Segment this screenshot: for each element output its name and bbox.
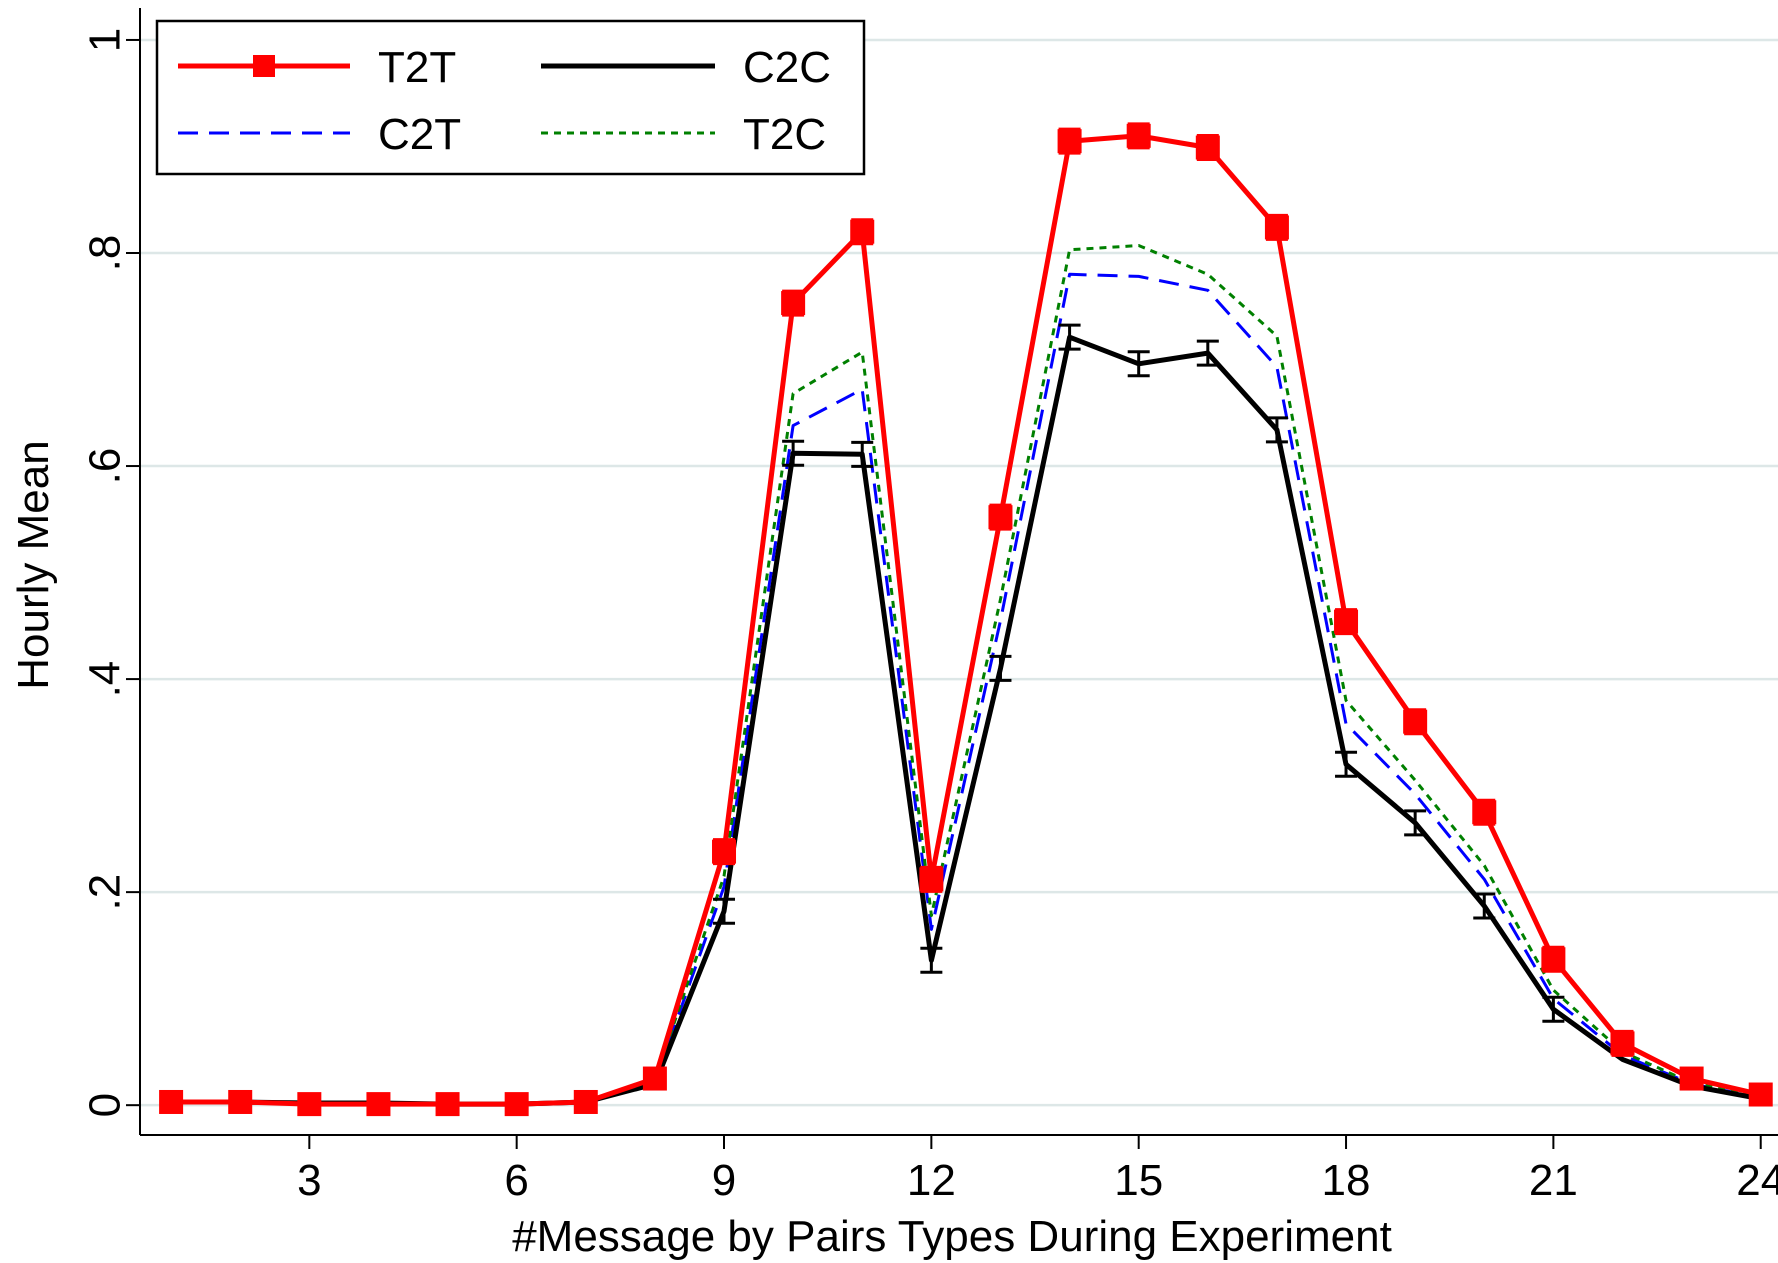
- plot-background: [140, 8, 1778, 1135]
- error-bar-c2c: [782, 439, 805, 467]
- x-tick-label: 3: [297, 1156, 321, 1205]
- data-point-t2t: [1126, 123, 1151, 148]
- legend-box: [155, 19, 866, 176]
- x-tick-label: 24: [1736, 1156, 1778, 1205]
- x-tick-label: 12: [907, 1156, 956, 1205]
- legend-entry-t2c: T2C: [541, 110, 826, 159]
- data-point-t2t: [435, 1092, 460, 1117]
- y-tick-label: .4: [80, 661, 129, 698]
- y-tick-label: 0: [80, 1093, 129, 1117]
- legend-label-c2c: C2C: [743, 43, 831, 92]
- data-point-t2t: [1610, 1031, 1635, 1056]
- data-point-t2t: [1264, 215, 1289, 240]
- legend-entry-c2t: C2T: [178, 110, 461, 159]
- legend-entry-t2t: T2T: [178, 43, 456, 92]
- data-point-t2t: [1541, 947, 1566, 972]
- tick-labels: 0 .2 .4 .6 .8 1 3 6 9 12 15 18 21 24: [80, 28, 1778, 1205]
- data-point-t2t: [919, 867, 944, 892]
- series-t2t: [159, 122, 1773, 1117]
- data-point-t2t: [781, 291, 806, 316]
- error-bar-c2c: [851, 440, 874, 468]
- y-tick-label: .6: [80, 448, 129, 485]
- legend-marker-t2t: [253, 55, 275, 77]
- error-bar-c2c: [1265, 416, 1288, 444]
- error-bar-c2c: [713, 897, 736, 925]
- y-axis-title: Hourly Mean: [9, 440, 58, 689]
- data-point-t2t: [1472, 800, 1497, 825]
- y-tick-label: .8: [80, 235, 129, 272]
- legend-entry-c2c: C2C: [541, 43, 831, 92]
- x-axis-title: #Message by Pairs Types During Experimen…: [512, 1212, 1392, 1261]
- data-point-t2t: [1057, 129, 1082, 154]
- series-layer: [159, 122, 1773, 1117]
- error-bar-c2c: [1542, 995, 1565, 1023]
- x-tick-label: 9: [712, 1156, 736, 1205]
- data-point-t2t: [1403, 709, 1428, 734]
- data-point-t2t: [504, 1092, 529, 1117]
- error-bar-c2c: [989, 654, 1012, 682]
- data-point-t2t: [850, 219, 875, 244]
- error-bar-c2c: [1058, 323, 1081, 351]
- data-point-t2t: [1748, 1082, 1773, 1107]
- error-bar-c2c: [1196, 339, 1219, 367]
- error-bar-c2c: [1404, 809, 1427, 837]
- error-bar-c2c: [1473, 892, 1496, 920]
- x-tick-label: 18: [1322, 1156, 1371, 1205]
- legend: T2T C2C C2T T2C: [155, 19, 866, 176]
- legend-label-t2c: T2C: [743, 110, 826, 159]
- error-bar-c2c: [1335, 750, 1358, 778]
- data-point-t2t: [1679, 1066, 1704, 1091]
- data-point-t2t: [573, 1089, 598, 1114]
- x-tick-label: 15: [1114, 1156, 1163, 1205]
- data-point-t2t: [1334, 609, 1359, 634]
- y-tick-label: .2: [80, 874, 129, 911]
- legend-label-t2t: T2T: [378, 43, 456, 92]
- error-bar-c2c: [920, 946, 943, 974]
- data-point-t2t: [366, 1092, 391, 1117]
- data-point-t2t: [642, 1066, 667, 1091]
- x-tick-label: 6: [504, 1156, 528, 1205]
- legend-label-c2t: C2T: [378, 110, 461, 159]
- axes: [139, 8, 1778, 1136]
- data-point-t2t: [228, 1089, 253, 1114]
- data-point-t2t: [1195, 135, 1220, 160]
- data-point-t2t: [159, 1089, 184, 1114]
- data-point-t2t: [988, 505, 1013, 530]
- error-bar-c2c: [1127, 350, 1150, 378]
- data-point-t2t: [712, 839, 737, 864]
- data-point-t2t: [297, 1092, 322, 1117]
- y-tick-label: 1: [80, 28, 129, 52]
- x-tick-label: 21: [1529, 1156, 1578, 1205]
